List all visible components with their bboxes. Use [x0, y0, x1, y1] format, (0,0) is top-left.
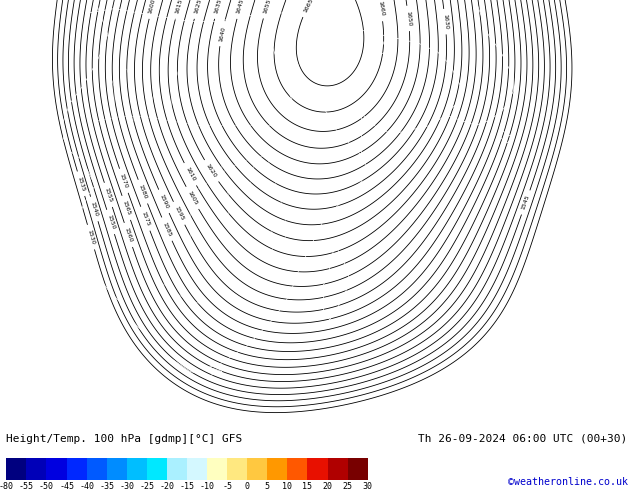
Text: -10: -10 — [200, 482, 214, 490]
Bar — [167, 458, 187, 480]
Text: 1600: 1600 — [148, 0, 157, 15]
Text: 1650: 1650 — [405, 10, 411, 26]
Text: -80: -80 — [0, 482, 14, 490]
Bar — [107, 458, 127, 480]
Bar — [307, 458, 328, 480]
Text: 1550: 1550 — [106, 214, 115, 230]
Text: 1585: 1585 — [162, 221, 172, 237]
Bar — [127, 458, 147, 480]
Text: 1595: 1595 — [173, 205, 184, 221]
Text: -55: -55 — [19, 482, 34, 490]
Text: 1655: 1655 — [262, 0, 271, 14]
Text: 1630: 1630 — [442, 14, 448, 30]
Text: -30: -30 — [119, 482, 134, 490]
Text: 1575: 1575 — [140, 211, 150, 227]
Text: 1560: 1560 — [124, 227, 133, 243]
Text: 1620: 1620 — [205, 163, 217, 179]
Text: -40: -40 — [79, 482, 94, 490]
Text: 15: 15 — [302, 482, 313, 490]
Text: 1645: 1645 — [236, 0, 245, 15]
Text: -15: -15 — [179, 482, 195, 490]
Text: -25: -25 — [139, 482, 154, 490]
Text: 0: 0 — [245, 482, 250, 490]
Bar — [247, 458, 268, 480]
Bar — [268, 458, 287, 480]
Text: 25: 25 — [342, 482, 353, 490]
Text: Height/Temp. 100 hPa [gdmp][°C] GFS: Height/Temp. 100 hPa [gdmp][°C] GFS — [6, 434, 243, 444]
Text: Th 26-09-2024 06:00 UTC (00+30): Th 26-09-2024 06:00 UTC (00+30) — [418, 434, 628, 444]
Bar — [227, 458, 247, 480]
Bar — [46, 458, 67, 480]
Text: 20: 20 — [323, 482, 333, 490]
Bar — [87, 458, 107, 480]
Text: -50: -50 — [39, 482, 54, 490]
Text: -35: -35 — [100, 482, 114, 490]
Bar — [147, 458, 167, 480]
Text: 1530: 1530 — [86, 229, 96, 245]
Bar — [287, 458, 307, 480]
Bar — [207, 458, 227, 480]
Bar — [347, 458, 368, 480]
Text: 1660: 1660 — [377, 0, 384, 17]
Text: 1635: 1635 — [214, 0, 223, 15]
Bar — [187, 458, 207, 480]
Text: 1535: 1535 — [77, 175, 86, 192]
Text: 1580: 1580 — [138, 184, 148, 200]
Text: ©weatheronline.co.uk: ©weatheronline.co.uk — [508, 477, 628, 487]
Bar — [67, 458, 87, 480]
Text: -5: -5 — [222, 482, 232, 490]
Text: 1640: 1640 — [218, 25, 226, 42]
Text: 1555: 1555 — [103, 187, 113, 203]
Text: 5: 5 — [265, 482, 270, 490]
Text: 1545: 1545 — [521, 194, 531, 211]
Text: -20: -20 — [160, 482, 174, 490]
Text: 1570: 1570 — [119, 172, 129, 189]
Text: 10: 10 — [282, 482, 292, 490]
Bar — [328, 458, 347, 480]
Text: 1590: 1590 — [158, 193, 169, 210]
Text: 1565: 1565 — [121, 200, 131, 216]
Text: 30: 30 — [363, 482, 373, 490]
Text: 1615: 1615 — [174, 0, 183, 15]
Bar — [27, 458, 46, 480]
Bar — [6, 458, 27, 480]
Text: 1625: 1625 — [193, 0, 202, 15]
Text: 1605: 1605 — [186, 190, 198, 206]
Text: 1610: 1610 — [184, 166, 196, 182]
Text: -45: -45 — [59, 482, 74, 490]
Text: 1665: 1665 — [302, 0, 314, 14]
Text: 1540: 1540 — [89, 201, 99, 217]
